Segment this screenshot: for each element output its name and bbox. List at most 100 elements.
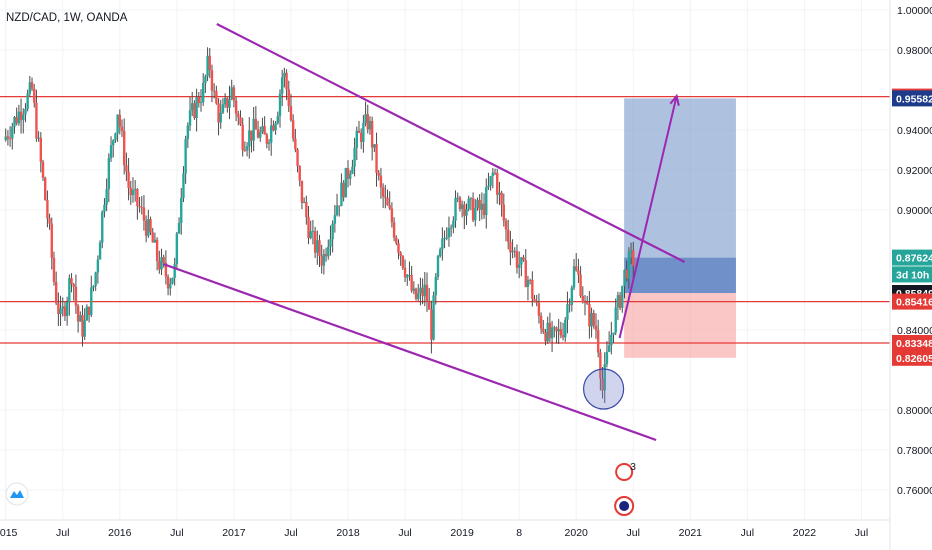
candle-down — [35, 102, 38, 139]
trendline[interactable] — [162, 262, 657, 442]
candle-down — [531, 280, 534, 299]
circle-marker[interactable] — [583, 368, 625, 410]
candle-up — [480, 203, 484, 210]
candle-down — [625, 269, 628, 279]
candle-up — [302, 201, 306, 203]
candle-up — [13, 116, 16, 127]
candle-up — [184, 139, 187, 174]
candle-up — [623, 269, 626, 286]
candle-down — [533, 298, 536, 302]
candle-up — [419, 287, 422, 294]
horizontal-levels[interactable] — [0, 95, 890, 344]
candle-up — [485, 187, 488, 216]
candle-down — [158, 261, 161, 270]
candle-down — [239, 117, 242, 125]
candle-down — [539, 315, 543, 329]
candle-up — [169, 283, 172, 289]
candle-up — [61, 306, 64, 309]
candle-down — [509, 241, 512, 253]
candle-up — [443, 237, 446, 239]
candle-down — [410, 274, 413, 291]
candle-up — [259, 131, 262, 138]
candle-up — [452, 220, 455, 228]
candle-up — [412, 288, 416, 291]
candle-up — [570, 287, 574, 305]
candle-up — [344, 168, 348, 198]
candle-down — [401, 256, 405, 268]
candle-down — [125, 165, 128, 172]
candle-up — [311, 231, 315, 233]
candle-down — [359, 132, 363, 142]
time-axis[interactable]: 2015 Jul 2016 Jul 2017 Jul 2018 Jul 2019 8 2020 Jul… — [0, 527, 868, 539]
candle-down — [320, 255, 323, 266]
candle-down — [379, 175, 383, 188]
candle-down — [528, 279, 532, 281]
candle-down — [592, 313, 595, 326]
candle-up — [105, 189, 108, 205]
candle-down — [285, 72, 288, 90]
candle-up — [274, 123, 277, 131]
candle-up — [180, 198, 183, 223]
candle-up — [114, 133, 117, 141]
candle-up — [252, 118, 255, 141]
event-calendar-icon[interactable] — [615, 463, 634, 481]
candle-down — [226, 97, 229, 108]
candle-down — [581, 295, 585, 302]
candle-up — [309, 231, 312, 239]
candle-down — [210, 70, 214, 91]
candle-up — [572, 266, 576, 288]
candle-down — [522, 257, 525, 261]
candle-down — [421, 287, 424, 297]
price-axis[interactable]: 1.00000 0.98000 0.94000 0.92000 0.90000 0.840… — [897, 5, 932, 497]
candle-down — [197, 96, 201, 104]
candle-up — [173, 264, 176, 278]
candle-down — [601, 378, 604, 391]
candle-up — [607, 345, 611, 352]
candle-down — [155, 239, 159, 262]
candle-up — [373, 144, 376, 148]
candle-down — [70, 278, 73, 285]
candle-down — [39, 137, 43, 162]
candle-up — [449, 227, 453, 229]
candle-up — [26, 93, 29, 109]
candle-up — [456, 197, 459, 199]
candle-down — [594, 325, 598, 331]
candle-down — [493, 172, 497, 174]
highlight-circle[interactable] — [583, 368, 625, 410]
candle-up — [474, 208, 477, 221]
candle-down — [215, 91, 218, 104]
candle-up — [79, 315, 82, 322]
candle-down — [256, 129, 260, 138]
event-icons[interactable]: 3 — [614, 461, 636, 516]
candle-up — [441, 238, 444, 250]
event-count-badge: 3 — [630, 461, 636, 473]
candle-down — [458, 197, 462, 210]
candle-down — [583, 301, 587, 303]
candle-down — [463, 204, 466, 216]
candle-down — [142, 207, 146, 221]
candle-down — [149, 218, 152, 233]
candle-up — [28, 82, 32, 94]
target-zone — [624, 98, 736, 258]
candle-down — [390, 208, 394, 223]
candle-up — [629, 250, 633, 253]
candle-down — [217, 103, 220, 123]
trendlines[interactable] — [162, 23, 686, 442]
tradingview-logo-icon[interactable] — [5, 482, 29, 506]
projection-arrow[interactable] — [618, 95, 678, 339]
candle-down — [15, 116, 18, 124]
candle-up — [546, 322, 549, 342]
candle-down — [136, 189, 139, 207]
entry-zone — [624, 257, 736, 293]
candle-down — [384, 196, 387, 198]
trendline[interactable] — [216, 23, 686, 263]
candle-up — [627, 252, 631, 279]
y-tick-label: 0.90000 — [897, 205, 932, 217]
candle-down — [537, 302, 541, 316]
candle-down — [162, 257, 165, 263]
candle-down — [166, 276, 170, 289]
candle-up — [177, 222, 181, 234]
price-tag-bg — [892, 90, 932, 107]
candle-down — [50, 223, 53, 258]
